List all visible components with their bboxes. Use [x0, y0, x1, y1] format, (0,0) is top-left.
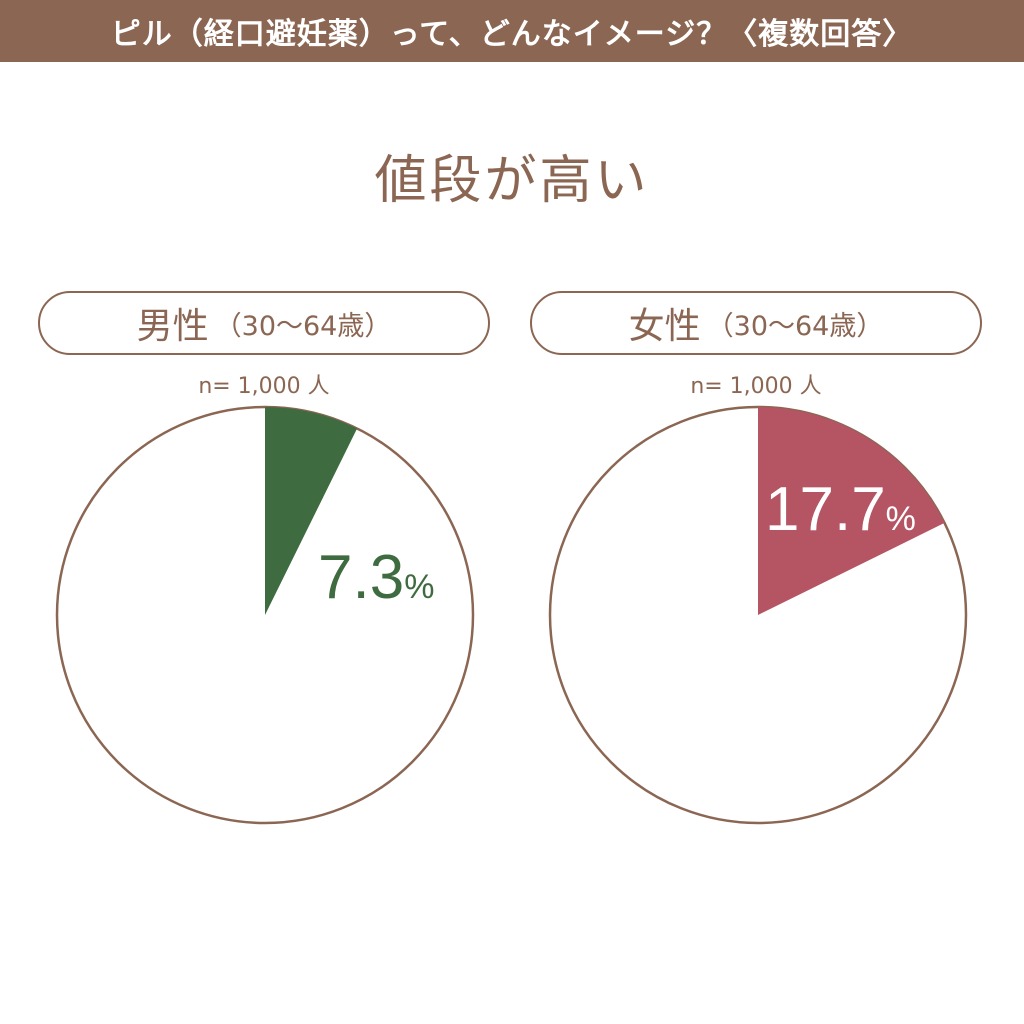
male-pie-chart: 7.3%: [55, 405, 475, 825]
header-title: ピル（経口避妊薬）って、どんなイメージ？〈複数回答〉: [110, 17, 914, 52]
male-pie-slice: [265, 407, 358, 615]
chart-title: 値段が高い: [374, 151, 650, 211]
female-sample-size: n= 1,000 人: [690, 374, 822, 399]
male-age-range: （30〜64歳）: [214, 310, 392, 342]
male-sample-size: n= 1,000 人: [198, 374, 330, 399]
male-percent-unit: %: [404, 568, 434, 606]
female-label-pill: 女性 （30〜64歳）: [530, 291, 982, 355]
male-label-pill: 男性 （30〜64歳）: [38, 291, 490, 355]
female-age-range: （30〜64歳）: [706, 310, 884, 342]
female-percent-label: 17.7%: [765, 475, 916, 544]
female-percent-unit: %: [886, 500, 916, 538]
female-pie-slice: [758, 407, 945, 615]
male-label: 男性: [136, 306, 209, 347]
header-banner: ピル（経口避妊薬）って、どんなイメージ？〈複数回答〉: [0, 0, 1024, 62]
female-pie-chart: 17.7%: [548, 405, 968, 825]
female-label: 女性: [628, 306, 701, 347]
female-percent-value: 17.7: [765, 475, 886, 544]
male-percent-value: 7.3: [318, 543, 404, 612]
male-percent-label: 7.3%: [318, 543, 434, 612]
